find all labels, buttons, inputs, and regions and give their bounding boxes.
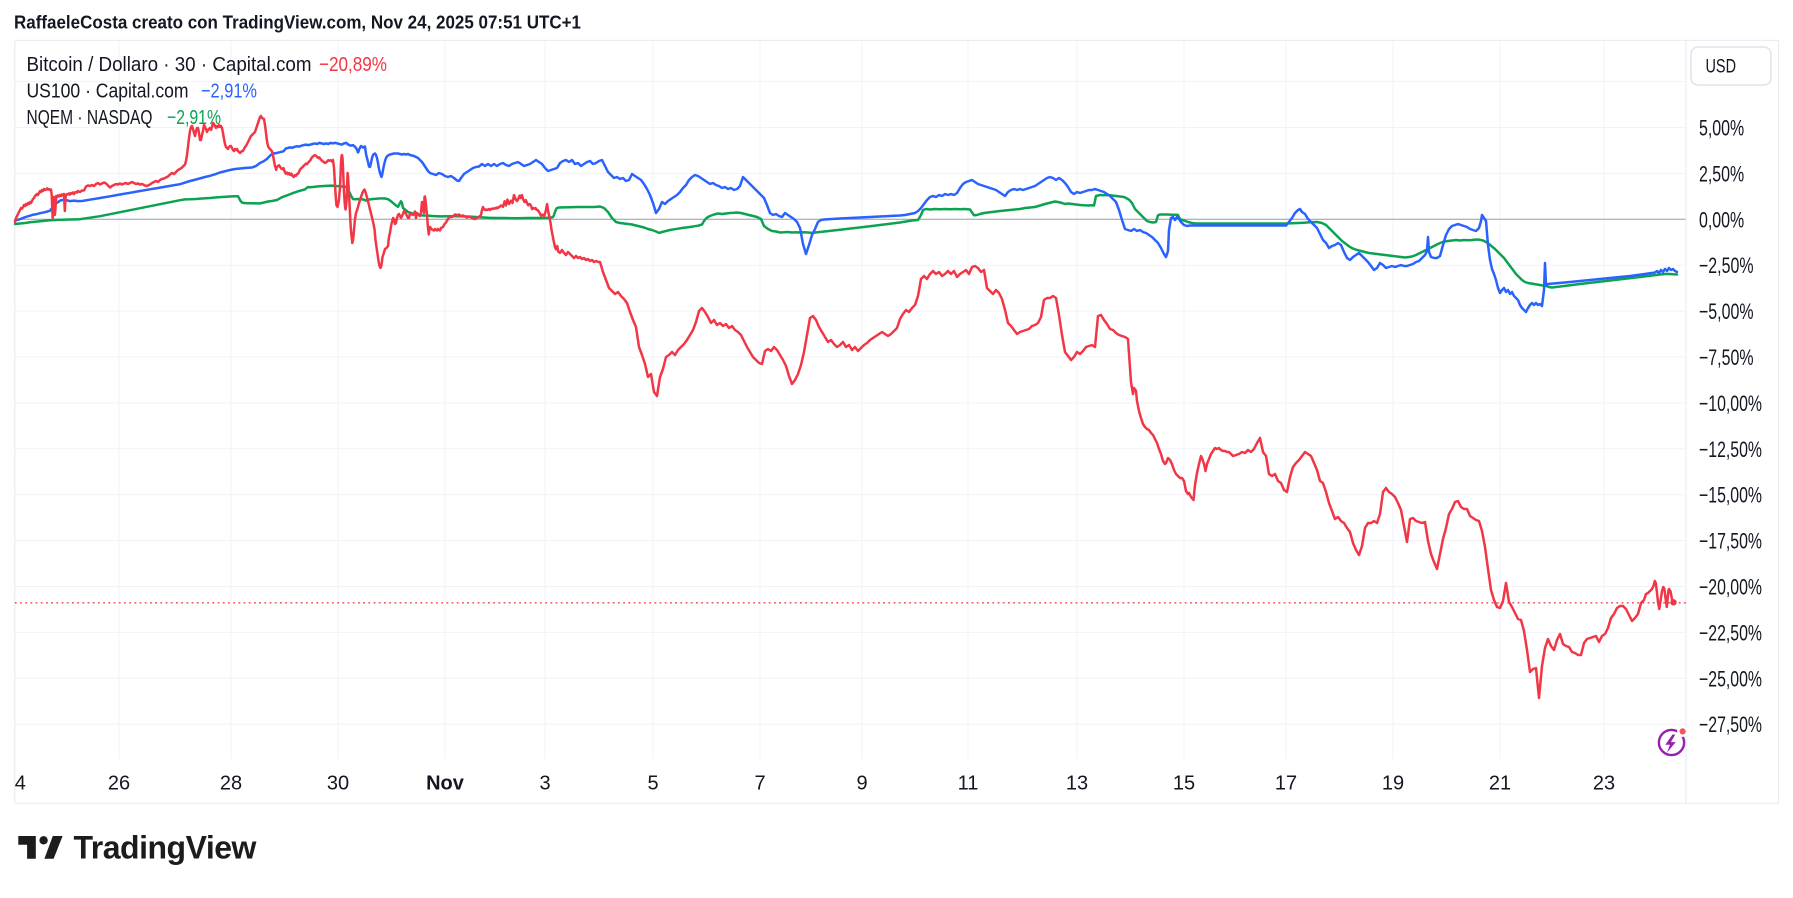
svg-text:13: 13 <box>1066 773 1088 795</box>
svg-text:5,00%: 5,00% <box>1699 116 1744 141</box>
svg-text:11: 11 <box>958 773 979 795</box>
svg-text:−2,91%: −2,91% <box>167 106 221 129</box>
svg-text:Nov: Nov <box>426 773 465 795</box>
svg-text:9: 9 <box>856 773 867 795</box>
svg-text:24: 24 <box>4 773 26 795</box>
svg-text:−15,00%: −15,00% <box>1699 483 1762 508</box>
svg-text:7: 7 <box>754 773 765 795</box>
svg-text:23: 23 <box>1593 773 1615 795</box>
svg-text:Bitcoin / Dollaro · 30 · Capit: Bitcoin / Dollaro · 30 · Capital.com <box>27 53 312 76</box>
svg-text:−17,50%: −17,50% <box>1699 529 1762 554</box>
svg-text:USD: USD <box>1706 57 1737 78</box>
svg-text:−27,50%: −27,50% <box>1699 712 1762 737</box>
svg-text:21: 21 <box>1489 773 1511 795</box>
svg-text:−20,89%: −20,89% <box>319 53 387 76</box>
svg-text:NQEM · NASDAQ: NQEM · NASDAQ <box>27 106 153 129</box>
svg-text:0,00%: 0,00% <box>1699 207 1744 232</box>
svg-text:−20,00%: −20,00% <box>1699 575 1762 600</box>
svg-text:−25,00%: −25,00% <box>1699 666 1762 691</box>
svg-text:2,50%: 2,50% <box>1699 161 1744 186</box>
svg-text:5: 5 <box>647 773 658 795</box>
svg-text:−2,91%: −2,91% <box>201 80 257 103</box>
svg-text:−7,50%: −7,50% <box>1699 345 1754 370</box>
svg-text:3: 3 <box>539 773 550 795</box>
svg-text:US100 · Capital.com: US100 · Capital.com <box>27 80 189 103</box>
svg-text:TradingView: TradingView <box>74 830 257 866</box>
svg-text:−12,50%: −12,50% <box>1699 437 1762 462</box>
svg-text:26: 26 <box>108 773 130 795</box>
svg-text:30: 30 <box>327 773 349 795</box>
svg-text:−5,00%: −5,00% <box>1699 299 1754 324</box>
svg-text:−10,00%: −10,00% <box>1699 391 1762 416</box>
svg-text:RaffaeleCosta creato con Tradi: RaffaeleCosta creato con TradingView.com… <box>14 13 581 33</box>
svg-text:−22,50%: −22,50% <box>1699 620 1762 645</box>
svg-text:19: 19 <box>1382 773 1404 795</box>
svg-text:17: 17 <box>1275 773 1297 795</box>
svg-text:−2,50%: −2,50% <box>1699 253 1754 278</box>
svg-text:15: 15 <box>1173 773 1195 795</box>
svg-text:28: 28 <box>220 773 242 795</box>
